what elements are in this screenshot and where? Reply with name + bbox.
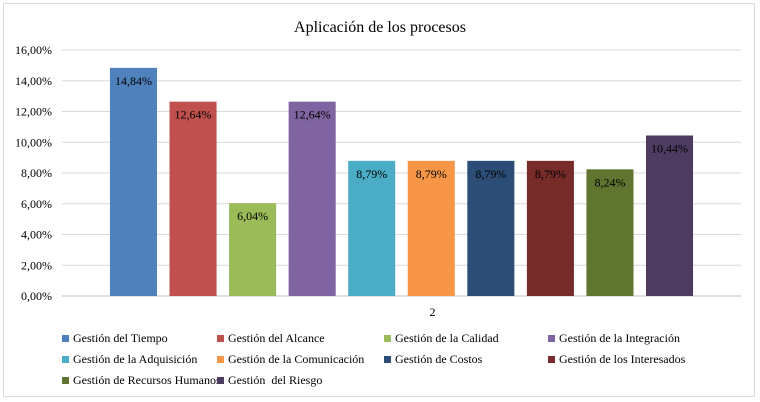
bar-value-label: 8,79% bbox=[475, 167, 506, 181]
y-axis: 0,00% 2,00% 4,00% 6,00% 8,00% 10,00% 12,00% 14,… bbox=[15, 43, 52, 303]
legend-item: Gestión del Tiempo bbox=[62, 331, 168, 346]
legend-item: Gestión de la Calidad bbox=[384, 331, 499, 346]
legend-label: Gestión del Tiempo bbox=[73, 331, 168, 345]
x-axis: 2 bbox=[430, 305, 436, 319]
y-tick-label: 16,00% bbox=[15, 43, 52, 57]
legend-swatch bbox=[548, 335, 555, 342]
bar bbox=[109, 67, 158, 297]
y-tick-label: 2,00% bbox=[21, 258, 52, 272]
bar-value-label: 6,04% bbox=[237, 209, 268, 223]
legend-swatch bbox=[62, 377, 69, 384]
data-labels: 14,84% 12,64% 6,04% 12,64% 8,79% 8,79% 8,79% 8,… bbox=[115, 74, 688, 223]
legend-item: Gestión de la Adquisición bbox=[62, 352, 197, 367]
legend-label: Gestión de la Integración bbox=[559, 331, 680, 345]
y-tick-label: 8,00% bbox=[21, 166, 52, 180]
legend-label: Gestión de los Interesados bbox=[559, 352, 686, 366]
bar-value-label: 8,79% bbox=[535, 167, 566, 181]
bar bbox=[348, 160, 396, 296]
y-tick-label: 0,00% bbox=[21, 289, 52, 303]
legend-item: Gestión del Riesgo bbox=[217, 373, 322, 388]
legend-swatch bbox=[217, 356, 224, 363]
legend-label: Gestión de Costos bbox=[395, 352, 483, 366]
bar bbox=[526, 160, 574, 296]
legend-item: Gestión del Alcance bbox=[217, 331, 325, 346]
bar-value-label: 12,64% bbox=[175, 108, 212, 122]
legend-swatch bbox=[217, 377, 224, 384]
legend-item: Gestión de Recursos Humanos bbox=[62, 373, 221, 388]
legend-label: Gestión del Riesgo bbox=[228, 373, 323, 387]
y-tick-label: 6,00% bbox=[21, 197, 52, 211]
bar bbox=[229, 203, 277, 296]
legend-item: Gestión de la Comunicación bbox=[217, 352, 364, 367]
bar bbox=[407, 160, 455, 296]
legend-swatch bbox=[62, 356, 69, 363]
legend-label: Gestión de la Adquisición bbox=[73, 352, 198, 366]
bar bbox=[645, 135, 694, 296]
y-tick-label: 4,00% bbox=[21, 228, 52, 242]
legend: Gestión del Tiempo Gestión del Alcance Ges… bbox=[62, 328, 742, 391]
legend-swatch bbox=[548, 356, 555, 363]
y-tick-label: 10,00% bbox=[15, 135, 52, 149]
legend-row: Gestión de la Adquisición Gestión de la C… bbox=[62, 349, 742, 370]
y-tick-label: 12,00% bbox=[15, 105, 52, 119]
chart-title: Aplicación de los procesos bbox=[294, 19, 466, 36]
legend-row: Gestión de Recursos Humanos Gestión del R… bbox=[62, 370, 742, 391]
legend-label: Gestión de la Calidad bbox=[395, 331, 499, 345]
bar-value-label: 8,24% bbox=[594, 175, 625, 189]
legend-label: Gestión del Alcance bbox=[228, 331, 325, 345]
legend-row: Gestión del Tiempo Gestión del Alcance Ges… bbox=[62, 328, 742, 349]
legend-item: Gestión de los Interesados bbox=[548, 352, 685, 367]
bar-value-label: 14,84% bbox=[115, 74, 152, 88]
legend-item: Gestión de la Integración bbox=[548, 331, 680, 346]
bar bbox=[288, 101, 336, 296]
legend-swatch bbox=[384, 335, 391, 342]
bar-value-label: 8,79% bbox=[416, 167, 447, 181]
legend-swatch bbox=[62, 335, 69, 342]
bars bbox=[109, 67, 694, 297]
bar-value-label: 8,79% bbox=[356, 167, 387, 181]
legend-swatch bbox=[217, 335, 224, 342]
bar bbox=[586, 169, 634, 296]
y-tick-label: 14,00% bbox=[15, 74, 52, 88]
legend-item: Gestión de Costos bbox=[384, 352, 482, 367]
bar bbox=[467, 160, 515, 296]
legend-label: Gestión de Recursos Humanos bbox=[73, 373, 221, 387]
legend-label: Gestión de la Comunicación bbox=[228, 352, 365, 366]
bar-value-label: 12,64% bbox=[294, 108, 331, 122]
gridlines bbox=[62, 49, 741, 297]
x-tick-label: 2 bbox=[430, 305, 436, 319]
legend-swatch bbox=[384, 356, 391, 363]
bar-value-label: 10,44% bbox=[651, 141, 688, 155]
bar bbox=[169, 101, 217, 296]
